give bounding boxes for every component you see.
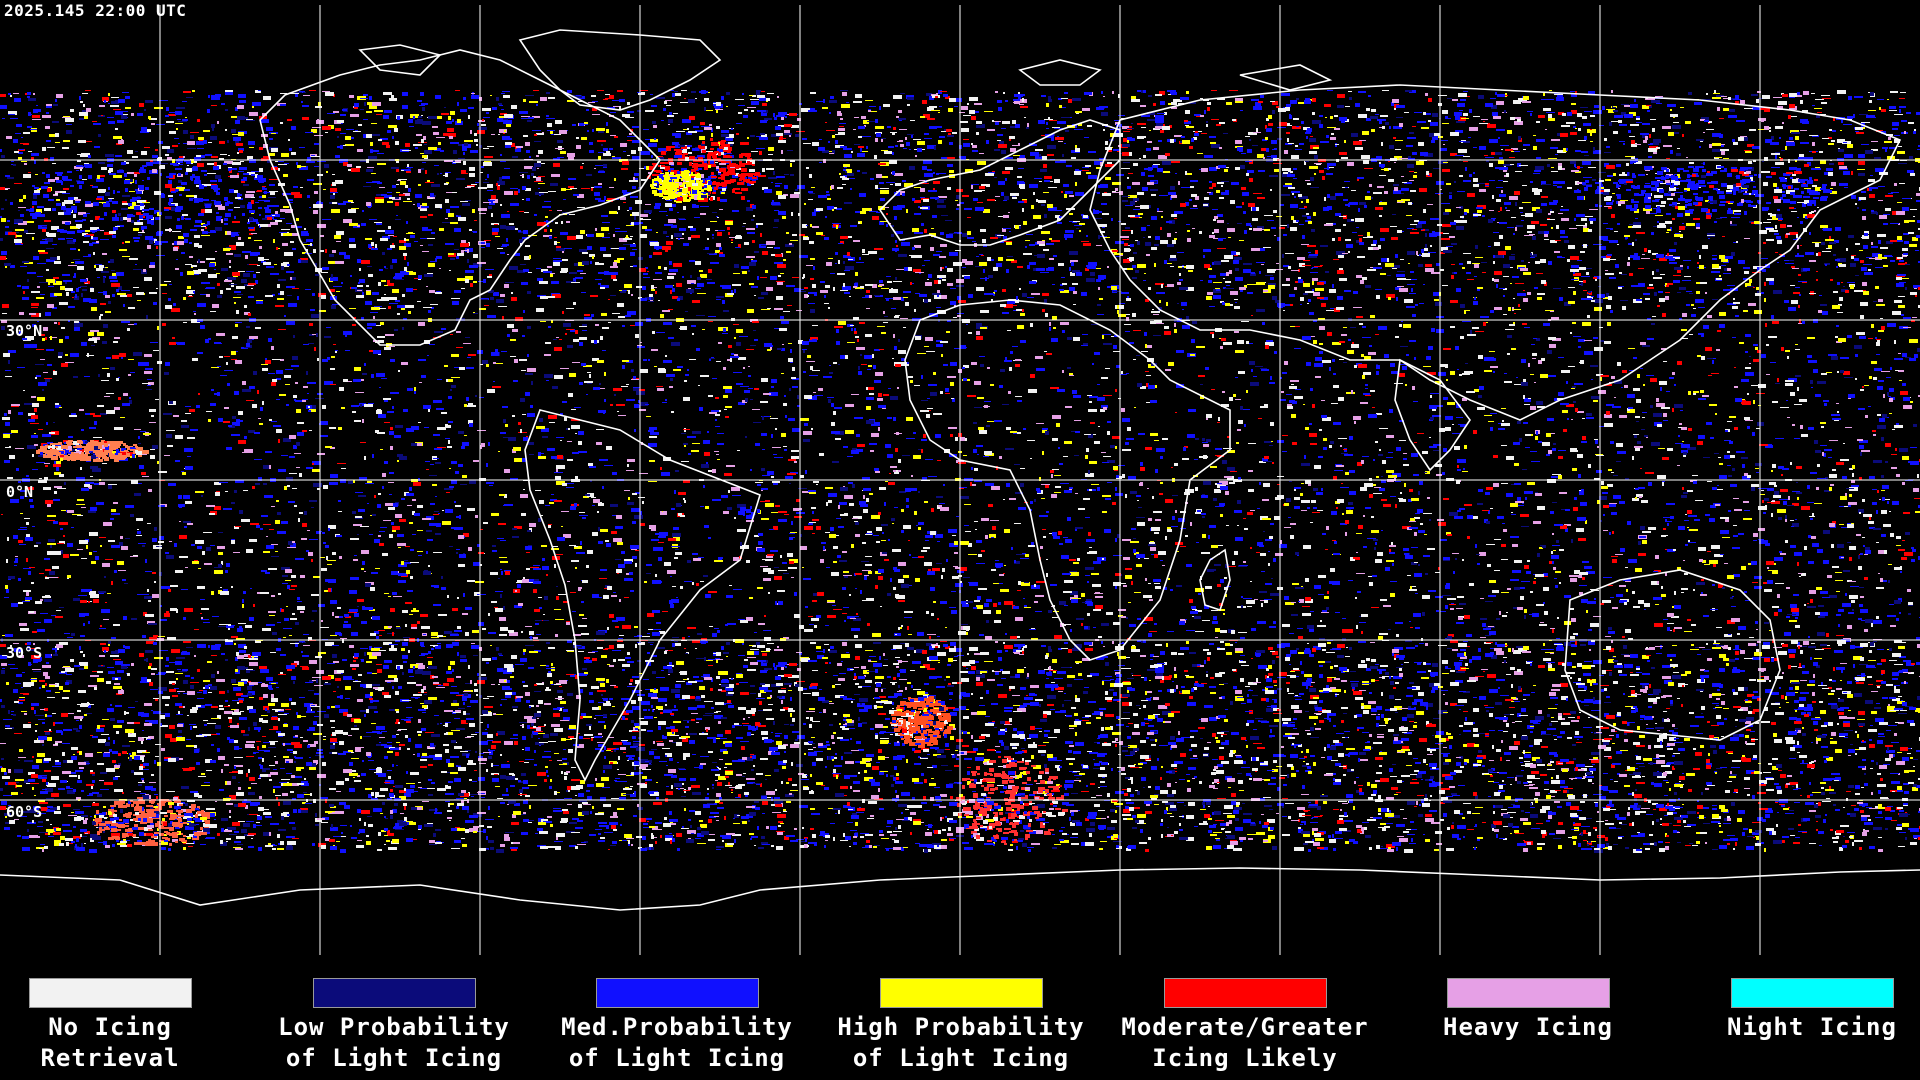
icing-map bbox=[0, 5, 1920, 955]
coast-greenland bbox=[518, 29, 722, 111]
legend-item-moderate-greater: Moderate/Greater Icing Likely bbox=[1115, 978, 1375, 1074]
legend-label: Med.Probability of Light Icing bbox=[561, 1013, 793, 1072]
legend-item-med-probability: Med.Probability of Light Icing bbox=[547, 978, 807, 1074]
coast-north-america bbox=[259, 49, 662, 346]
timestamp-label: 2025.145 22:00 UTC bbox=[4, 1, 187, 20]
legend-swatch bbox=[28, 978, 192, 1008]
coast-madagascar bbox=[1199, 548, 1231, 612]
latitude-label-60s: 60°S bbox=[6, 803, 43, 821]
legend-item-heavy-icing: Heavy Icing bbox=[1398, 978, 1658, 1043]
coast-arctic-islands bbox=[358, 44, 1333, 91]
legend-swatch bbox=[879, 978, 1043, 1008]
legend-item-high-probability: High Probability of Light Icing bbox=[831, 978, 1091, 1074]
legend-swatch bbox=[312, 978, 476, 1008]
legend-label: Moderate/Greater Icing Likely bbox=[1121, 1013, 1369, 1072]
legend-swatch bbox=[1163, 978, 1327, 1008]
legend-label: Night Icing bbox=[1727, 1013, 1897, 1041]
legend-label: No Icing Retrieval bbox=[40, 1013, 180, 1072]
legend: No Icing Retrieval Low Probability of Li… bbox=[0, 960, 1920, 1080]
latitude-label-30n: 30°N bbox=[6, 322, 43, 340]
legend-item-no-icing: No Icing Retrieval bbox=[0, 978, 240, 1074]
icing-data-layer bbox=[0, 90, 1920, 853]
legend-item-night-icing: Night Icing bbox=[1682, 978, 1920, 1043]
legend-swatch bbox=[1730, 978, 1894, 1008]
coast-south-america bbox=[524, 409, 761, 782]
coast-asia bbox=[1089, 84, 1902, 421]
latitude-label-0n: 0°N bbox=[6, 483, 34, 501]
legend-swatch bbox=[595, 978, 759, 1008]
legend-item-low-probability: Low Probability of Light Icing bbox=[264, 978, 524, 1074]
legend-label: High Probability of Light Icing bbox=[837, 1013, 1085, 1072]
latitude-label-30s: 30°S bbox=[6, 644, 43, 662]
legend-label: Low Probability of Light Icing bbox=[278, 1013, 510, 1072]
coast-africa bbox=[904, 299, 1231, 661]
lat-lon-grid bbox=[0, 5, 1920, 955]
legend-swatch bbox=[1446, 978, 1610, 1008]
legend-label: Heavy Icing bbox=[1443, 1013, 1613, 1041]
